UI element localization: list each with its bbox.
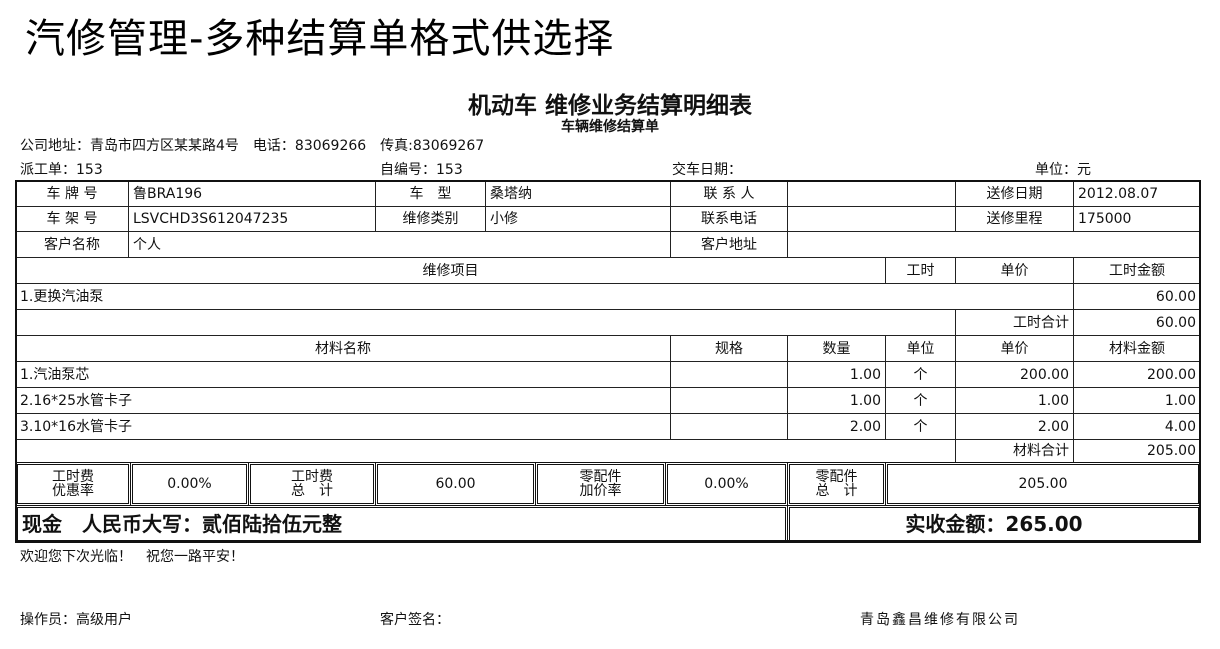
- slide-title: 汽修管理-多种结算单格式供选择: [25, 16, 615, 62]
- material-total-value: 205.00: [1073, 439, 1201, 463]
- send-date-label: 送修日期: [955, 180, 1074, 207]
- material-item-amount: 4.00: [1073, 413, 1201, 440]
- material-item-qty: 1.00: [787, 387, 886, 414]
- material-item-amount: 200.00: [1073, 361, 1201, 388]
- unit-label: 单位：元: [1035, 162, 1091, 178]
- vin-label: 车 架 号: [15, 206, 129, 232]
- customer-value: 个人: [128, 231, 671, 258]
- address-line: 公司地址：青岛市四方区某某路4号 电话：83069266 传真:83069267: [20, 138, 485, 154]
- material-item-amount: 1.00: [1073, 387, 1201, 414]
- delivery-date: 交车日期：: [672, 162, 742, 178]
- repair-header-hours: 工时: [885, 257, 956, 284]
- material-header-spec: 规格: [670, 335, 788, 362]
- labor-discount-value: 0.00%: [130, 462, 249, 506]
- material-total-spacer: [15, 439, 956, 463]
- document-title: 机动车 维修业务结算明细表: [467, 93, 752, 119]
- labor-total-value: 60.00: [375, 462, 536, 506]
- customer-label: 客户名称: [15, 231, 129, 258]
- repair-total-label: 工时合计: [955, 309, 1074, 336]
- material-item-spec: [670, 361, 788, 388]
- repair-header-amount: 工时金额: [1073, 257, 1201, 284]
- material-total-label: 材料合计: [955, 439, 1074, 463]
- material-item-name: 3.10*16水管卡子: [15, 413, 671, 440]
- customer-address-label: 客户地址: [670, 231, 788, 258]
- farewell-text: 欢迎您下次光临！ 祝您一路平安！: [20, 549, 244, 565]
- material-item-name: 1.汽油泵芯: [15, 361, 671, 388]
- customer-address-value: [787, 231, 1201, 258]
- material-header-price: 单价: [955, 335, 1074, 362]
- cash-amount-words: 现金 人民币大写：贰佰陆拾伍元整: [15, 505, 788, 543]
- material-header-unit: 单位: [885, 335, 956, 362]
- material-item-spec: [670, 387, 788, 414]
- material-header-name: 材料名称: [15, 335, 671, 362]
- parts-markup-label: 零配件 加价率: [535, 462, 666, 506]
- material-item-qty: 1.00: [787, 361, 886, 388]
- received-amount: 实收金额：265.00: [787, 505, 1201, 543]
- document-subtitle: 车辆维修结算单: [561, 119, 659, 135]
- plate-value: 鲁BRA196: [128, 180, 376, 207]
- repair-header-price: 单价: [955, 257, 1074, 284]
- repair-total-value: 60.00: [1073, 309, 1201, 336]
- labor-discount-label: 工时费 优惠率: [15, 462, 131, 506]
- parts-total-value: 205.00: [885, 462, 1201, 506]
- vin-value: LSVCHD3S612047235: [128, 206, 376, 232]
- material-item-name: 2.16*25水管卡子: [15, 387, 671, 414]
- phone-label: 联系电话: [670, 206, 788, 232]
- material-item-unit: 个: [885, 361, 956, 388]
- dispatch-no: 派工单：153: [20, 162, 103, 178]
- material-item-price: 1.00: [955, 387, 1074, 414]
- send-date-value: 2012.08.07: [1073, 180, 1201, 207]
- mileage-label: 送修里程: [955, 206, 1074, 232]
- repair-total-spacer: [15, 309, 956, 336]
- material-header-amount: 材料金额: [1073, 335, 1201, 362]
- repair-type-value: 小修: [485, 206, 671, 232]
- material-item-price: 2.00: [955, 413, 1074, 440]
- repair-header-item: 维修项目: [15, 257, 886, 284]
- material-item-qty: 2.00: [787, 413, 886, 440]
- contact-value: [787, 180, 956, 207]
- plate-label: 车 牌 号: [15, 180, 129, 207]
- parts-markup-value: 0.00%: [665, 462, 788, 506]
- repair-item-amount: 60.00: [1073, 283, 1201, 310]
- operator: 操作员：高级用户: [20, 612, 132, 628]
- mileage-value: 175000: [1073, 206, 1201, 232]
- labor-total-label: 工时费 总 计: [248, 462, 376, 506]
- material-item-unit: 个: [885, 387, 956, 414]
- self-no: 自编号：153: [380, 162, 463, 178]
- parts-total-label: 零配件 总 计: [787, 462, 886, 506]
- phone-value: [787, 206, 956, 232]
- material-header-qty: 数量: [787, 335, 886, 362]
- material-item-unit: 个: [885, 413, 956, 440]
- contact-label: 联 系 人: [670, 180, 788, 207]
- model-label: 车 型: [375, 180, 486, 207]
- customer-signature: 客户签名：: [380, 612, 450, 628]
- material-item-spec: [670, 413, 788, 440]
- material-item-price: 200.00: [955, 361, 1074, 388]
- repair-type-label: 维修类别: [375, 206, 486, 232]
- company-name: 青岛鑫昌维修有限公司: [860, 612, 1020, 628]
- model-value: 桑塔纳: [485, 180, 671, 207]
- repair-item-name: 1.更换汽油泵: [15, 283, 1074, 310]
